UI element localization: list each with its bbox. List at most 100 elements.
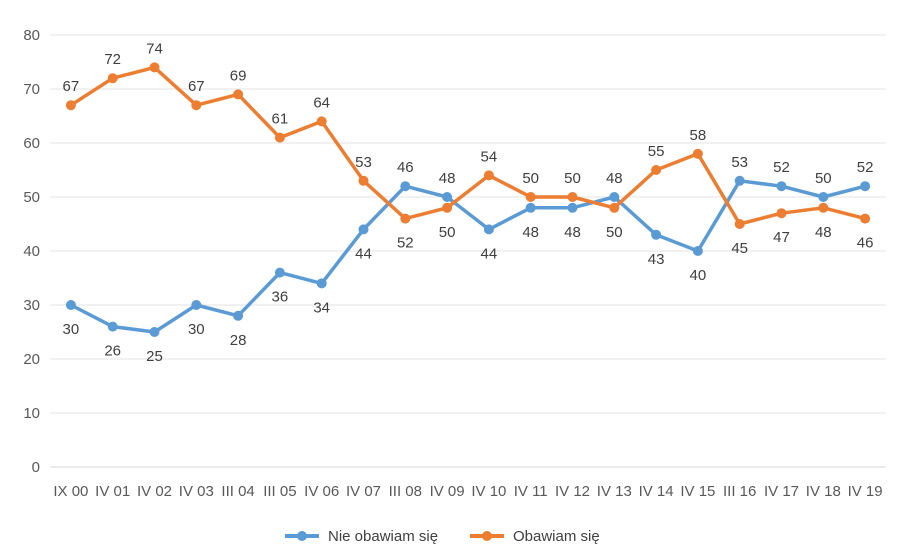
legend-swatch-marker	[482, 531, 492, 541]
data-point	[609, 202, 620, 213]
x-tick-label: IV 07	[346, 483, 381, 500]
data-point	[358, 175, 369, 186]
data-label: 30	[63, 321, 80, 338]
series-line	[69, 65, 866, 226]
data-point	[525, 192, 536, 202]
data-label: 72	[104, 51, 121, 68]
data-point	[776, 181, 787, 192]
data-point	[65, 100, 76, 111]
data-point	[734, 175, 745, 186]
data-point	[149, 327, 160, 337]
legend: Nie obawiam się Obawiam się	[285, 528, 600, 545]
data-point	[818, 202, 829, 213]
x-tick-label: IV 12	[555, 483, 590, 500]
x-tick-label: IV 10	[471, 483, 506, 500]
data-point	[149, 62, 160, 73]
legend-item-nie-obawiam: Nie obawiam się	[285, 528, 438, 545]
data-label: 64	[313, 94, 330, 111]
x-tick-label: III 05	[263, 483, 296, 500]
data-point	[567, 192, 578, 202]
data-point	[316, 278, 327, 289]
data-point	[191, 300, 202, 310]
x-tick-label: IV 18	[806, 483, 841, 500]
data-label: 50	[439, 224, 456, 241]
data-label: 58	[690, 127, 707, 144]
data-point	[233, 89, 244, 100]
data-label: 50	[564, 170, 581, 187]
data-point	[483, 170, 494, 181]
data-point	[734, 219, 745, 229]
series-lines	[69, 65, 866, 334]
series-line	[70, 179, 866, 334]
data-point	[400, 181, 411, 192]
x-tick-label: IV 15	[680, 483, 715, 500]
data-point	[233, 310, 244, 321]
data-point	[65, 300, 76, 310]
x-tick-label: III 08	[389, 483, 422, 500]
legend-item-obawiam: Obawiam się	[470, 528, 600, 545]
data-label: 44	[481, 245, 498, 262]
data-point	[483, 224, 494, 235]
data-point	[191, 100, 202, 111]
y-tick-label: 30	[23, 297, 40, 314]
data-label: 48	[439, 170, 456, 187]
data-point	[818, 192, 829, 202]
data-label: 46	[857, 235, 874, 252]
y-axis-ticks: 0 10 20 30 40 50 60 70 80	[23, 27, 40, 476]
x-tick-label: IV 17	[764, 483, 799, 500]
data-label: 26	[104, 343, 121, 360]
data-point	[567, 202, 578, 213]
x-tick-label: IV 13	[597, 483, 632, 500]
y-tick-label: 50	[23, 189, 40, 206]
data-point	[860, 213, 871, 224]
y-tick-label: 80	[23, 27, 40, 44]
series-points	[65, 62, 871, 337]
data-label: 48	[564, 224, 581, 241]
data-label: 54	[481, 148, 498, 165]
data-label: 43	[648, 251, 665, 268]
data-label: 25	[146, 348, 163, 365]
data-label: 52	[857, 159, 874, 176]
data-label: 48	[522, 224, 539, 241]
x-tick-label: IV 11	[514, 483, 548, 500]
data-label: 48	[815, 224, 832, 241]
y-tick-label: 10	[23, 405, 40, 422]
data-label: 50	[522, 170, 539, 187]
data-label: 34	[313, 299, 330, 316]
legend-label: Nie obawiam się	[328, 528, 438, 545]
data-point	[609, 192, 620, 202]
data-label: 50	[815, 170, 832, 187]
data-point	[400, 213, 411, 224]
y-tick-label: 20	[23, 351, 40, 368]
data-point	[107, 321, 118, 332]
data-point	[274, 267, 285, 278]
x-tick-label: IV 19	[848, 483, 883, 500]
x-tick-label: IV 01	[95, 483, 130, 500]
data-point	[442, 192, 453, 202]
y-tick-label: 40	[23, 243, 40, 260]
data-label: 53	[731, 154, 748, 171]
data-point	[525, 202, 536, 213]
x-tick-label: IV 09	[430, 483, 465, 500]
data-point	[274, 132, 285, 143]
data-labels: 67 30 72 26 74 25 67 30 69 28 61 36 64 34 53 44 46 52 48 50…	[63, 40, 874, 365]
legend-label: Obawiam się	[513, 528, 600, 545]
data-point	[358, 224, 369, 235]
data-label: 50	[606, 224, 623, 241]
data-label: 74	[146, 40, 163, 57]
data-label: 28	[230, 332, 247, 349]
data-label: 67	[188, 78, 205, 95]
data-label: 46	[397, 159, 414, 176]
x-tick-label: III 16	[723, 483, 756, 500]
data-label: 55	[648, 143, 665, 160]
data-point	[651, 165, 662, 175]
data-point	[442, 202, 453, 213]
data-point	[692, 148, 703, 159]
y-tick-label: 70	[23, 81, 40, 98]
data-label: 44	[355, 245, 372, 262]
gridlines	[50, 34, 886, 468]
x-tick-label: IV 03	[179, 483, 214, 500]
data-point	[316, 116, 327, 127]
x-tick-label: IV 14	[639, 483, 674, 500]
